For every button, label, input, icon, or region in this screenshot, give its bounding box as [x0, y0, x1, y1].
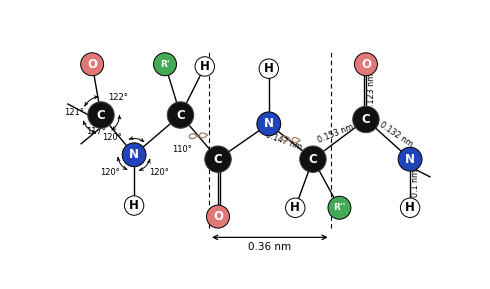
Circle shape [167, 102, 194, 128]
Circle shape [328, 196, 351, 219]
Text: O: O [213, 210, 223, 223]
Text: R'': R'' [333, 203, 345, 212]
Circle shape [88, 102, 114, 128]
Circle shape [257, 112, 281, 136]
Text: N: N [129, 148, 139, 161]
Text: 120°: 120° [148, 168, 169, 177]
Text: 0.1 nm: 0.1 nm [411, 169, 420, 197]
Text: 0.36 nm: 0.36 nm [248, 242, 292, 252]
Text: 120°: 120° [99, 168, 120, 177]
Text: O: O [87, 58, 97, 71]
Text: H: H [405, 201, 415, 214]
Text: 0.132 nm: 0.132 nm [378, 121, 414, 149]
Text: N: N [264, 117, 274, 130]
Text: C: C [176, 109, 185, 122]
Circle shape [81, 53, 104, 76]
Circle shape [398, 147, 422, 171]
Circle shape [400, 198, 420, 218]
Text: 0.123 nm: 0.123 nm [367, 73, 376, 111]
Text: H: H [200, 60, 210, 73]
Circle shape [300, 146, 326, 173]
Text: 0.147 nm: 0.147 nm [265, 130, 304, 152]
Text: 121°: 121° [64, 108, 84, 117]
Text: C: C [309, 153, 318, 166]
Circle shape [122, 143, 146, 167]
Text: 110°: 110° [172, 144, 193, 153]
Text: H: H [129, 199, 139, 212]
Text: C: C [214, 153, 222, 166]
Circle shape [354, 53, 377, 76]
Text: 117°: 117° [87, 127, 107, 136]
Text: 120°: 120° [102, 133, 122, 142]
Text: H: H [291, 201, 300, 214]
Circle shape [259, 59, 278, 78]
Text: C: C [97, 109, 105, 122]
Text: O: O [361, 58, 371, 71]
Text: 0.153 nm: 0.153 nm [317, 123, 355, 145]
Circle shape [195, 57, 215, 76]
Text: R': R' [160, 60, 170, 69]
Circle shape [124, 196, 144, 215]
Text: C: C [362, 113, 370, 126]
Text: N: N [405, 153, 415, 166]
Text: H: H [264, 62, 274, 75]
Circle shape [286, 198, 305, 218]
Circle shape [206, 205, 229, 228]
Text: 122°: 122° [108, 93, 127, 102]
Circle shape [353, 106, 379, 133]
Circle shape [205, 146, 231, 173]
Circle shape [153, 53, 176, 76]
